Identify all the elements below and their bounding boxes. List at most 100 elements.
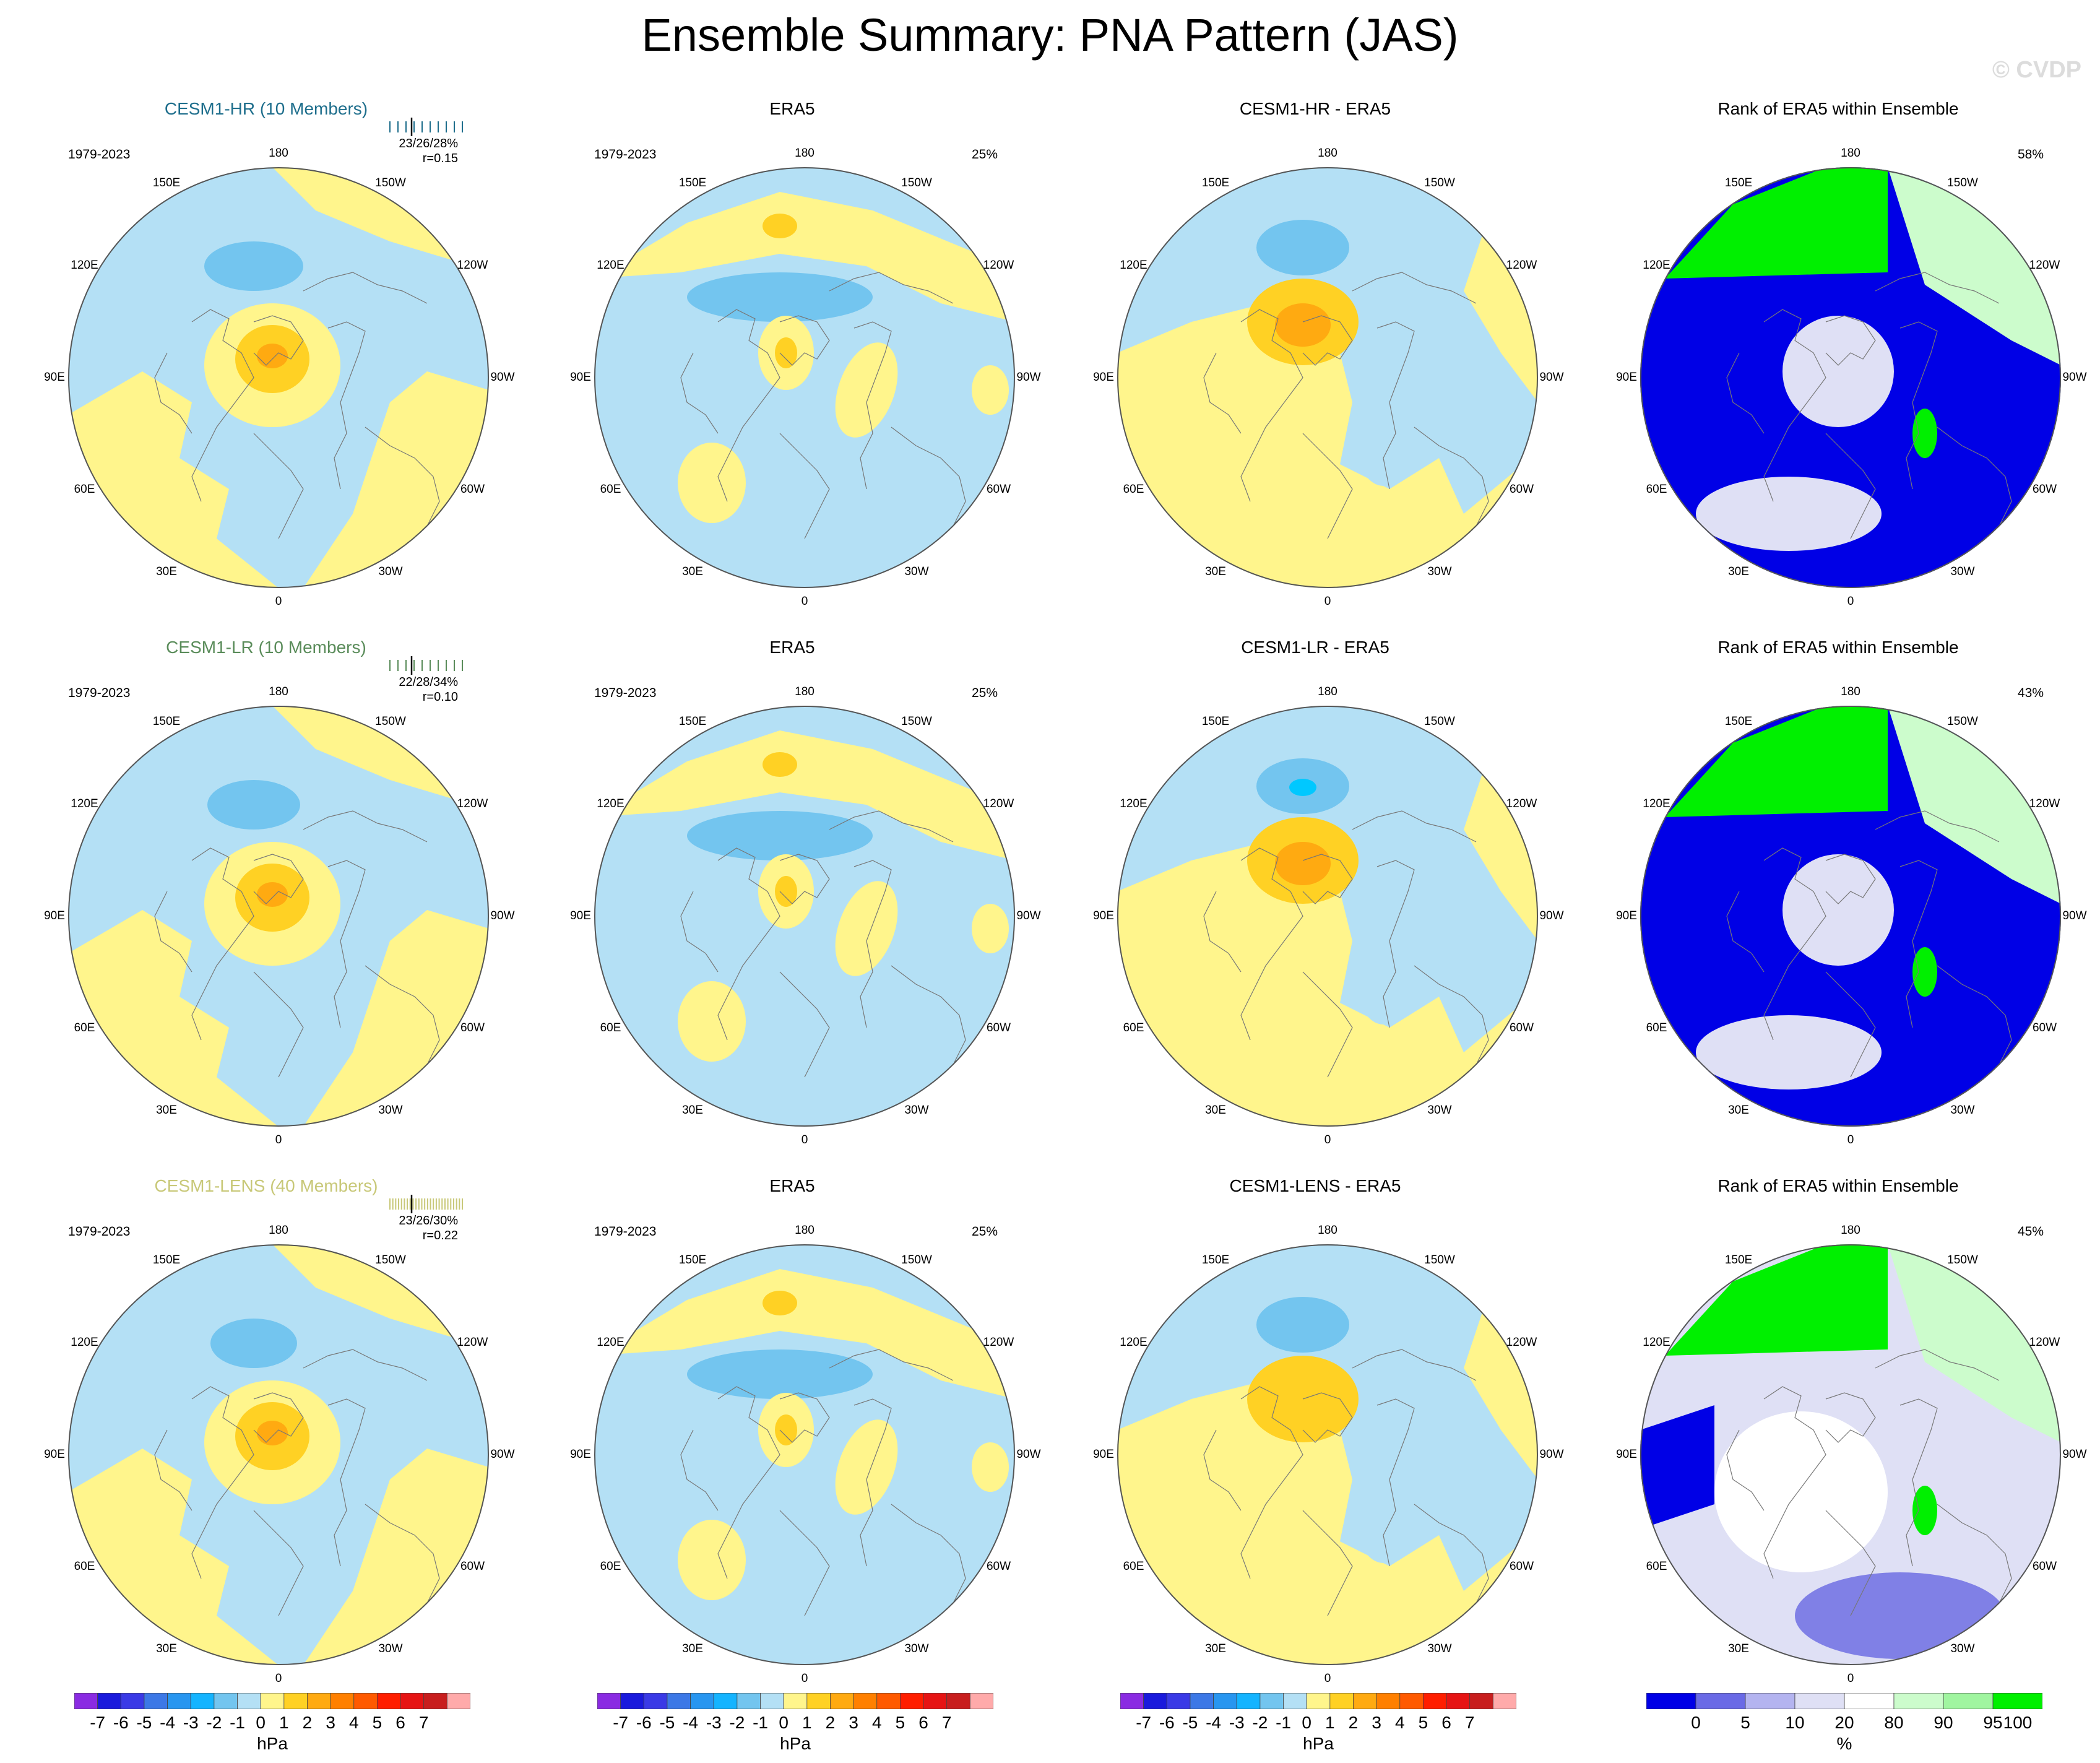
- longitude-label: 90W: [1016, 371, 1041, 384]
- coastline-2: [253, 315, 304, 366]
- colorbar-tick-label: 0: [1691, 1713, 1701, 1732]
- colorbar-swatch: [1283, 1693, 1307, 1709]
- positive-core-north: [763, 214, 797, 238]
- positive-band-north: [594, 1269, 1015, 1399]
- colorbar-tick-label: 0: [779, 1713, 789, 1732]
- colorbar-swatch: [1745, 1693, 1795, 1709]
- coastline-4: [154, 1429, 192, 1511]
- colorbar-swatch: [690, 1693, 714, 1709]
- colorbar-swatch: [1446, 1693, 1471, 1709]
- longitude-label: 60E: [600, 1560, 621, 1573]
- longitude-label: 60W: [460, 483, 485, 496]
- longitude-label: 0: [275, 1133, 282, 1146]
- longitude-label: 180: [269, 685, 288, 698]
- polar-stereographic-map: [68, 706, 489, 1127]
- stats-correlation: r=0.22: [422, 1229, 458, 1242]
- longitude-label: 90E: [1093, 371, 1114, 384]
- longitude-label: 180: [795, 685, 815, 698]
- positive-region-north: [272, 167, 452, 260]
- coastline-3: [1875, 810, 2000, 843]
- longitude-label: 90E: [44, 1448, 65, 1461]
- stats-percent: 23/26/28%: [399, 137, 458, 150]
- longitude-label: 0: [801, 1672, 808, 1685]
- coastline-1: [1899, 321, 1938, 490]
- coastline-4: [154, 891, 192, 972]
- colorbar-swatch: [353, 1693, 378, 1709]
- cvdp-watermark: © CVDP: [1992, 57, 2081, 83]
- percent-variance-label: 25%: [972, 686, 998, 700]
- longitude-label: 0: [1847, 1672, 1854, 1685]
- colorbar-swatch: [806, 1693, 831, 1709]
- longitude-label: 30E: [1205, 1642, 1226, 1655]
- map-field: [68, 706, 489, 1127]
- colorbar-tick-label: -3: [183, 1713, 199, 1732]
- coastline-4: [1203, 891, 1242, 972]
- coastline-4: [1726, 352, 1765, 434]
- coastline-3: [1352, 1349, 1477, 1381]
- colorbar-tick-label: -1: [1276, 1713, 1291, 1732]
- positive-region-atlantic: [678, 1520, 746, 1600]
- coastline-6: [1302, 1510, 1353, 1616]
- longitude-label: 120W: [1506, 259, 1537, 272]
- coastline-3: [1875, 1349, 2000, 1381]
- longitude-label: 90W: [490, 1448, 515, 1461]
- longitude-label: 90E: [1093, 909, 1114, 922]
- colorbar-swatch: [1943, 1693, 1994, 1709]
- colorbar-swatch: [423, 1693, 447, 1709]
- longitude-label: 150E: [1724, 176, 1753, 190]
- colorbar-swatch: [400, 1693, 425, 1709]
- negative-core-pacific: [1256, 1297, 1349, 1353]
- coastline-6: [253, 971, 304, 1078]
- longitude-label: 0: [801, 595, 808, 608]
- negative-core-pacific: [204, 241, 303, 291]
- percent-variance-label: 45%: [2018, 1224, 2044, 1239]
- percent-variance-label: 25%: [972, 147, 998, 162]
- panel-title: Rank of ERA5 within Ensemble: [1718, 99, 1959, 118]
- coastline-0: [717, 847, 780, 1041]
- positive-region-south: [1117, 1380, 1538, 1665]
- longitude-label: 0: [1324, 1672, 1331, 1685]
- negative-band: [687, 1349, 873, 1399]
- stats-percent: 23/26/30%: [399, 1214, 458, 1228]
- longitude-label: 60W: [460, 1560, 485, 1573]
- colorbar-tick-label: 6: [1441, 1713, 1451, 1732]
- panel-title: CESM1-LENS - ERA5: [1229, 1176, 1401, 1195]
- longitude-label: 60W: [1509, 483, 1534, 496]
- coastline-1: [327, 860, 366, 1028]
- panel-title: CESM1-LR - ERA5: [1241, 638, 1389, 657]
- colorbar-swatch: [830, 1693, 854, 1709]
- colorbar-swatch: [620, 1693, 644, 1709]
- period-label: 1979-2023: [68, 686, 131, 700]
- coastline-1: [327, 1398, 366, 1567]
- coastline-6: [253, 1510, 304, 1616]
- longitude-label: 30W: [1950, 1103, 1975, 1117]
- polar-stereographic-map: [1640, 167, 2061, 588]
- colorbar-tick-label: 2: [302, 1713, 313, 1732]
- colorbar-swatch: [1353, 1693, 1377, 1709]
- stats-correlation: r=0.15: [422, 152, 458, 165]
- longitude-label: 150E: [678, 1254, 707, 1267]
- colorbar-tick-label: 3: [849, 1713, 858, 1732]
- longitude-label: 90E: [1093, 1448, 1114, 1461]
- coastline-1: [853, 860, 892, 1028]
- longitude-label: 30W: [378, 1103, 403, 1117]
- colorbar-swatch: [1844, 1693, 1895, 1709]
- map-border: [1117, 167, 1538, 588]
- coastline-0: [717, 1386, 780, 1579]
- longitude-label: 60E: [74, 1021, 95, 1034]
- coastline-3: [303, 810, 428, 843]
- map-border: [1640, 706, 2061, 1127]
- longitude-label: 30W: [904, 565, 929, 578]
- colorbar-tick-label: 7: [941, 1713, 952, 1732]
- longitude-label: 30E: [1728, 1642, 1749, 1655]
- colorbar-tick-label: -6: [113, 1713, 129, 1732]
- coastline-3: [829, 272, 954, 304]
- rank-high-core: [1813, 1300, 1863, 1349]
- colorbar-swatch: [667, 1693, 691, 1709]
- colorbar-tick-label: -3: [706, 1713, 722, 1732]
- coastline-5: [1414, 1504, 1489, 1604]
- longitude-label: 120W: [983, 259, 1014, 272]
- coastline-2: [253, 1392, 304, 1443]
- longitude-label: 90W: [1539, 909, 1564, 922]
- colorbar-swatch: [1695, 1693, 1746, 1709]
